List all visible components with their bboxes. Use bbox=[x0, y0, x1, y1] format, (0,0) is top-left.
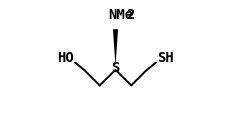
Text: SH: SH bbox=[158, 51, 174, 66]
Polygon shape bbox=[113, 29, 118, 66]
Text: HO: HO bbox=[57, 51, 73, 66]
Text: 2: 2 bbox=[126, 8, 134, 22]
Text: S: S bbox=[111, 61, 120, 75]
Text: NMe: NMe bbox=[109, 8, 134, 22]
